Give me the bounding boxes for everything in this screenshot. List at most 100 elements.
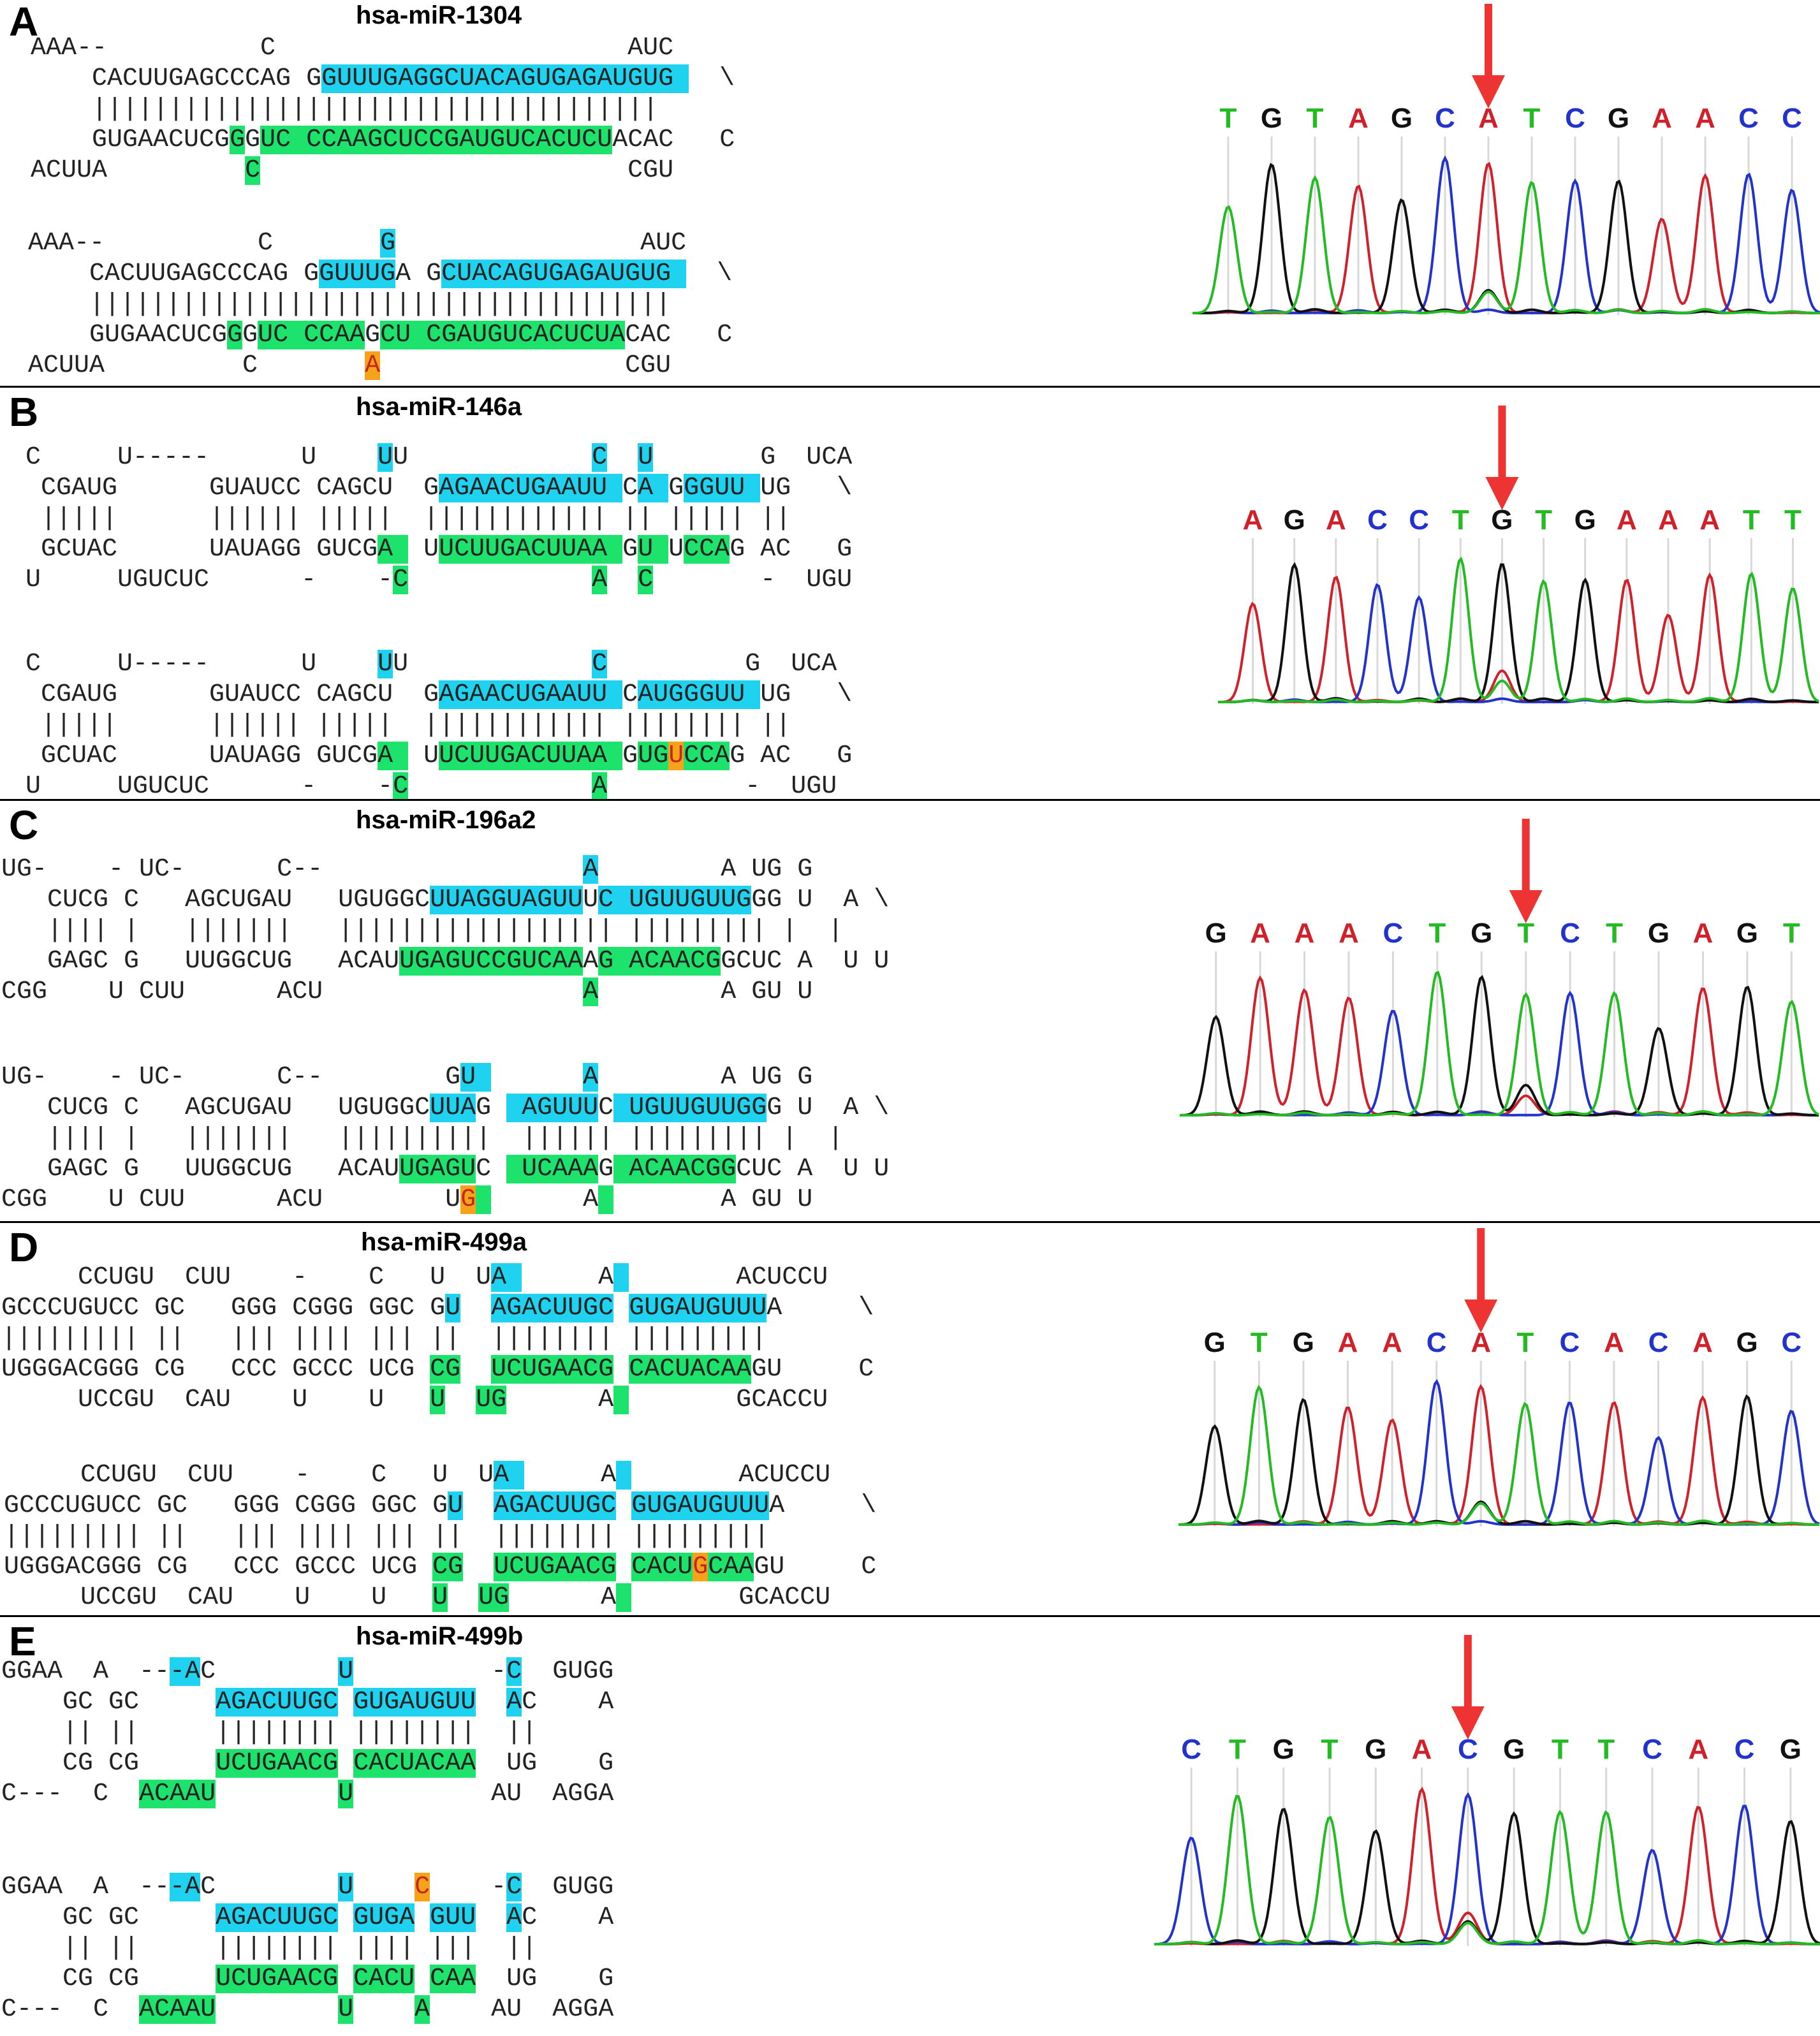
mature-3p-highlight: UG: [478, 1583, 510, 1612]
mature-3p-highlight: ACAAU: [139, 1995, 216, 2024]
base-call-letter: C: [1427, 1327, 1447, 1358]
base-call-letter: C: [1409, 504, 1429, 536]
base-call-letter: C: [1738, 103, 1759, 134]
panel-label: C: [9, 802, 39, 848]
mature-5p-highlight: U: [338, 1873, 354, 1901]
mature-5p-highlight: C: [592, 443, 608, 472]
trace-a: [1193, 161, 1820, 314]
mature-5p-highlight: [613, 1263, 629, 1292]
mature-3p-highlight: UGAGU: [399, 1155, 476, 1183]
mature-3p-highlight: UC CCAA: [258, 321, 365, 349]
mature-5p-highlight: A: [583, 855, 599, 884]
mature-5p-highlight: GUU: [430, 1903, 476, 1932]
base-call-letter: A: [1338, 1327, 1358, 1358]
mature-5p-highlight: A: [638, 474, 669, 502]
base-call-letter: G: [1574, 504, 1596, 536]
mature-3p-highlight: CAA: [430, 1965, 476, 1993]
hairpin-structure-variant: C U----- U UU C G UCA CGAUG GUAUCC CAGCU…: [26, 650, 853, 801]
base-call-letter: C: [1642, 1734, 1662, 1765]
variant-arrow-head: [1451, 1706, 1485, 1739]
hairpin-structure-wildtype: C U----- U UU C U G UCA CGAUG GUAUCC CAG…: [26, 443, 853, 594]
base-call-letter: G: [1780, 1734, 1802, 1765]
mature-5p-highlight: -A: [170, 1873, 201, 1901]
panel-title: hsa-miR-196a2: [356, 806, 536, 834]
mature-3p-highlight: A: [583, 978, 599, 1006]
mature-3p-highlight: G: [230, 126, 246, 154]
base-call-letter: A: [1699, 504, 1720, 536]
base-call-letter: C: [1781, 1327, 1802, 1358]
mature-3p-highlight: [616, 1583, 632, 1612]
hairpin-structure-variant: AAA-- C G AUC CACUUGAGCCCAG GGUUUGA GCUA…: [28, 229, 733, 380]
mature-3p-highlight: A: [415, 1995, 430, 2024]
base-call-letter: G: [1205, 918, 1227, 949]
mature-3p-highlight: UCUGAACG: [491, 1355, 614, 1384]
base-call-letter: A: [1692, 1327, 1713, 1358]
mature-5p-highlight: U: [638, 443, 654, 472]
variant-highlight: G: [460, 1185, 476, 1214]
variant-arrow-head: [1464, 1300, 1498, 1333]
base-call-letter: A: [1471, 1327, 1491, 1358]
mature-3p-highlight: UGAGUCCGUCAA: [399, 947, 583, 976]
base-call-letter: G: [1648, 918, 1670, 949]
mature-5p-highlight: A: [506, 1688, 522, 1717]
mature-5p-highlight: GUGAUGUUU: [631, 1491, 770, 1520]
mature-3p-highlight: UCUUGACUUAA: [439, 742, 623, 770]
base-call-letter: A: [1382, 1327, 1402, 1358]
mature-3p-highlight: U: [338, 1780, 354, 1808]
mature-3p-highlight: [476, 1185, 492, 1214]
mature-5p-highlight: AGUUU: [506, 1094, 599, 1122]
mature-3p-highlight: UCUGAACG: [494, 1553, 617, 1581]
mature-5p-highlight: GGUU: [684, 474, 761, 502]
panel-d: D hsa-miR-499a CCUGU CUU - C U UA A ACUC…: [0, 1224, 1820, 1616]
base-call-letter: A: [1348, 103, 1369, 134]
base-call-letter: G: [1365, 1734, 1386, 1765]
base-call-letter: C: [1648, 1327, 1669, 1358]
base-call-letter: G: [1284, 504, 1305, 536]
mature-3p-highlight: G ACAACG: [598, 947, 721, 976]
mature-3p-highlight: [613, 1386, 629, 1414]
base-call-letter: T: [1321, 1734, 1339, 1765]
mature-3p-highlight: CACUACAA: [629, 1355, 752, 1384]
mature-3p-highlight: UCUGAACG: [216, 1749, 339, 1778]
mature-3p-highlight: CAA: [708, 1553, 754, 1581]
mature-3p-highlight: CACU: [353, 1965, 415, 1993]
trace-g: [1180, 974, 1819, 1117]
mature-3p-highlight: U: [638, 535, 669, 564]
base-call-letter: T: [1535, 504, 1552, 536]
mature-5p-highlight: AGACUUGC: [216, 1903, 339, 1932]
variant-highlight: A: [365, 351, 381, 380]
base-call-letter: T: [1516, 1327, 1534, 1358]
mature-3p-highlight: UCUUGACUUAA: [439, 535, 623, 564]
mature-3p-highlight: C: [245, 156, 261, 185]
trace-t: [1154, 1794, 1820, 1945]
base-call-letter: A: [1250, 918, 1270, 949]
mature-5p-highlight: U: [445, 1294, 461, 1322]
mature-5p-highlight: GUUUG: [319, 260, 396, 288]
panel-label: A: [9, 0, 39, 45]
base-call-letter: T: [1307, 103, 1324, 134]
base-call-letter: C: [1383, 918, 1404, 949]
variant-highlight: G: [693, 1553, 708, 1581]
mature-5p-highlight: UGUUGUUGG: [613, 1094, 767, 1122]
variant-highlight: C: [415, 1873, 430, 1901]
base-call-letter: T: [1783, 918, 1800, 949]
trace-t: [1178, 1384, 1819, 1526]
panel-e: E hsa-miR-499b GGAA A ---AC U -C GUGG GC…: [0, 1618, 1820, 2036]
mature-5p-highlight: AGAACUGAAUU: [439, 680, 623, 709]
mature-5p-highlight: AGACUUGC: [491, 1294, 614, 1322]
trace-g: [1218, 562, 1819, 703]
panel-divider: [0, 386, 1820, 388]
mature-3p-highlight: G: [227, 321, 243, 349]
mature-5p-highlight: [616, 1461, 632, 1490]
base-call-letter: C: [1560, 918, 1580, 949]
hairpin-structure-variant: GGAA A ---AC U C -C GUGG GC GC AGACUUGC …: [1, 1873, 614, 2024]
panel-title: hsa-miR-146a: [356, 393, 522, 421]
base-call-letter: T: [1452, 504, 1469, 536]
base-call-letter: A: [1326, 504, 1346, 536]
mature-3p-highlight: CU CGAUGUCACUCUA: [380, 321, 626, 349]
base-call-letter: A: [1688, 1734, 1708, 1765]
mature-5p-highlight: AGAACUGAAUU: [439, 474, 623, 502]
mature-3p-highlight: CG: [432, 1553, 464, 1581]
mature-5p-highlight: C: [592, 650, 608, 678]
